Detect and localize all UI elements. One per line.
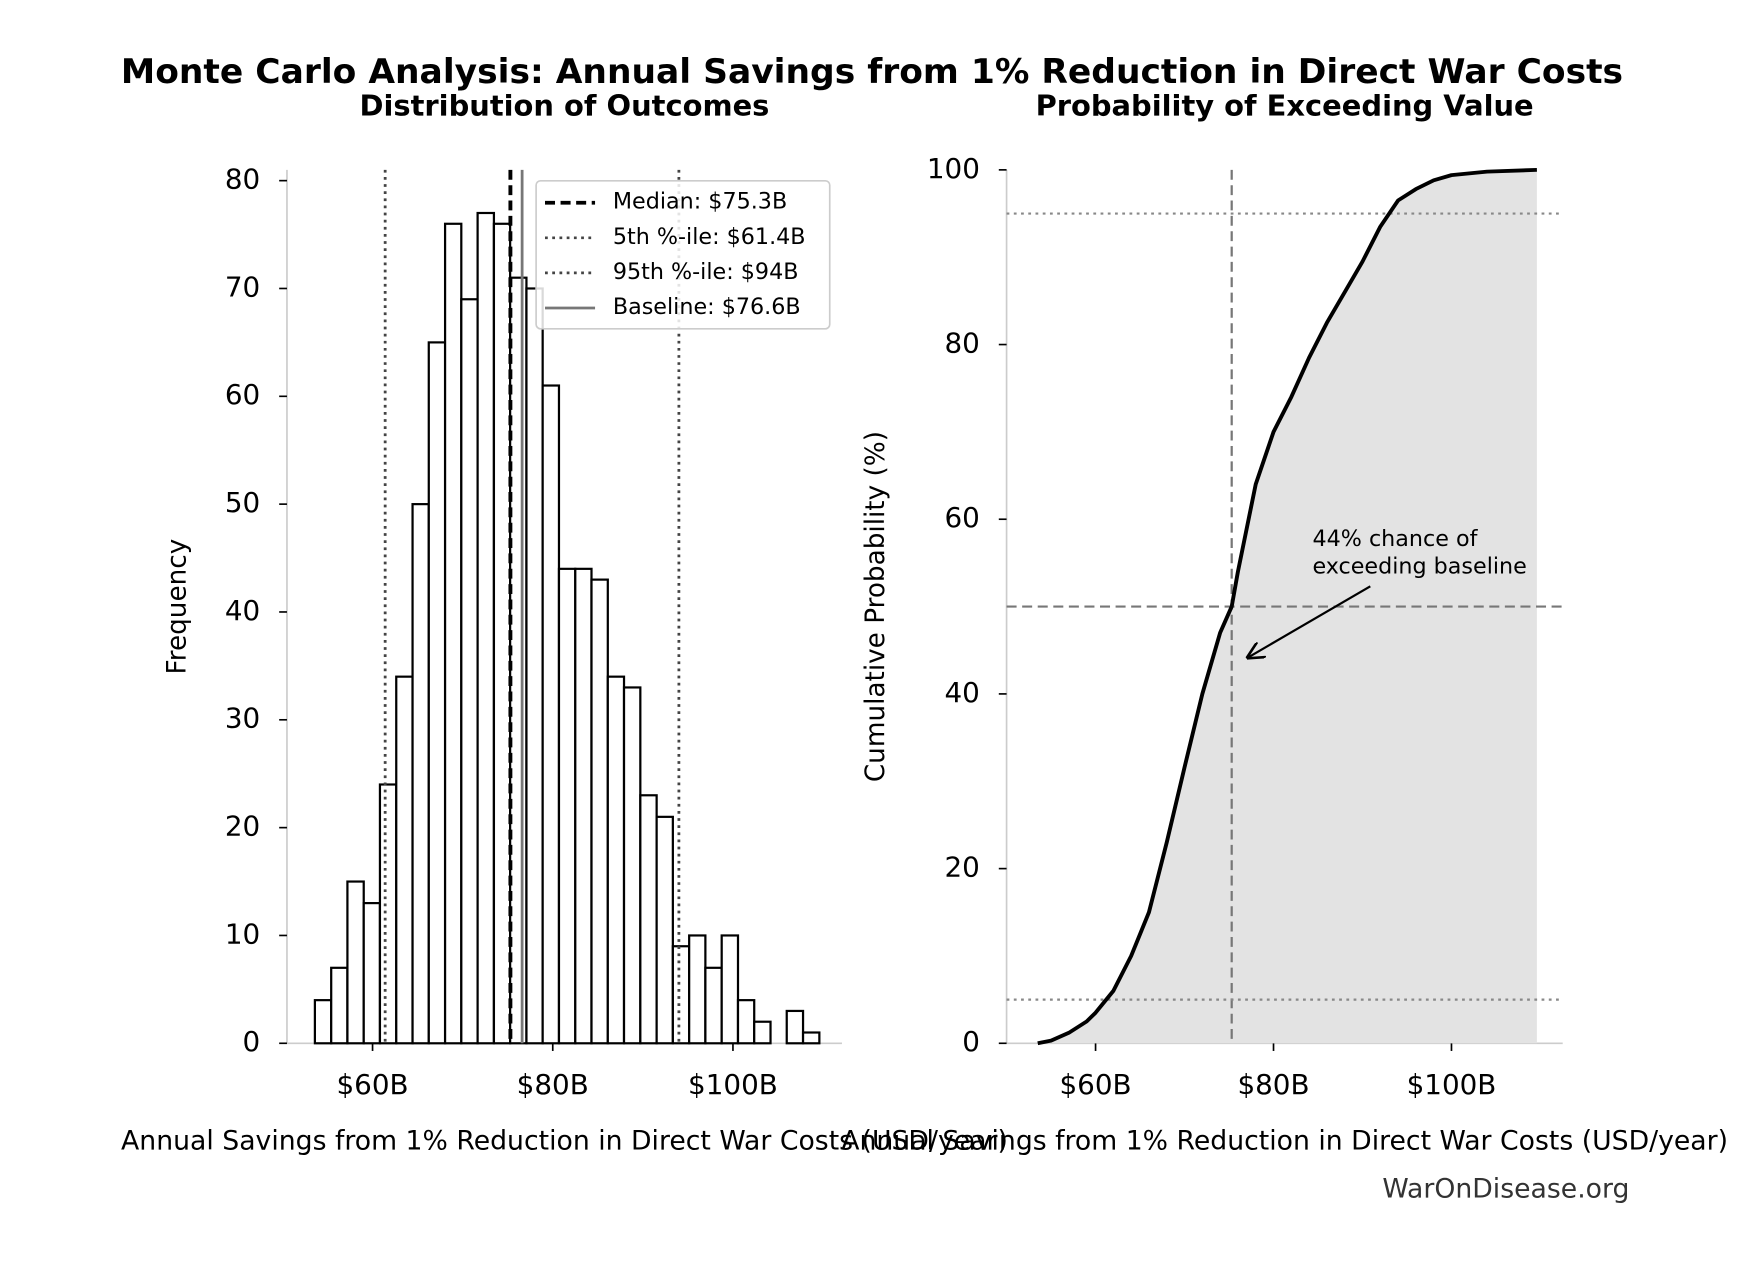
bar: [460, 298, 479, 1045]
bar: [590, 578, 609, 1045]
bar: [801, 1031, 821, 1045]
bar: [525, 287, 544, 1045]
bar: [574, 567, 593, 1045]
bar: [362, 902, 382, 1045]
bar: [557, 567, 577, 1045]
bar: [655, 815, 674, 1045]
y-axis-label: Frequency: [161, 539, 192, 675]
bar: [541, 384, 561, 1045]
bar: [330, 966, 349, 1045]
y-tick-label: 0: [962, 1025, 980, 1058]
source: WarOnDisease.org: [1382, 1174, 1629, 1205]
annotation: exceeding baseline: [1312, 555, 1526, 580]
legend: Median: $75.3B 5th %-ile: $61.4B 95th %-il…: [535, 179, 831, 330]
x-tick-label: $60B: [336, 1068, 408, 1101]
cdf-line: [1037, 167, 1537, 1046]
legend-label: Baseline: $76.6B: [613, 295, 801, 320]
y-tick-label: 20: [945, 851, 980, 884]
y-tick-label: 70: [225, 271, 260, 304]
subplot-title: Probability of Exceeding Value: [1036, 89, 1534, 123]
bar: [688, 934, 707, 1045]
x-tick-label: $80B: [1237, 1068, 1309, 1101]
legend-label: Median: $75.3B: [613, 190, 787, 215]
legend-label: 5th %-ile: $61.4B: [613, 225, 806, 250]
bar: [492, 222, 512, 1045]
y-axis-label: Cumulative Probability (%): [860, 431, 891, 782]
bar: [639, 794, 658, 1045]
annotation: 44% chance of: [1312, 527, 1478, 552]
bar: [476, 211, 496, 1045]
bar: [753, 1020, 772, 1045]
bar: [427, 341, 447, 1045]
y-tick-label: 10: [225, 918, 260, 951]
x-axis-label: Annual Savings from 1% Reduction in Dire…: [841, 1126, 1728, 1157]
y-tick-label: 50: [225, 486, 260, 519]
y-tick-label: 40: [945, 676, 980, 709]
bar: [720, 934, 740, 1045]
y-tick-label: 60: [225, 378, 260, 411]
y-tick-label: 80: [225, 163, 260, 196]
bar: [606, 675, 626, 1045]
y-tick-label: 20: [225, 810, 260, 843]
y-tick-label: 100: [927, 152, 980, 185]
bar: [509, 276, 528, 1045]
bar: [395, 675, 414, 1045]
legend-box: [535, 179, 831, 330]
y-tick-label: 60: [945, 501, 980, 534]
bar: [443, 222, 463, 1045]
figure-title: Monte Carlo Analysis: Annual Savings fro…: [121, 52, 1623, 92]
x-tick-label: $100B: [1407, 1068, 1497, 1101]
x-tick-label: $60B: [1059, 1068, 1131, 1101]
bar: [622, 686, 642, 1045]
x-tick-label: $80B: [517, 1068, 589, 1101]
x-tick-label: $100B: [688, 1068, 778, 1101]
bar: [313, 999, 333, 1045]
bar: [346, 880, 365, 1045]
bar: [378, 783, 398, 1045]
subplot-title: Distribution of Outcomes: [360, 89, 770, 123]
legend-label: 95th %-ile: $94B: [613, 260, 799, 285]
x-axis-label: Annual Savings from 1% Reduction in Dire…: [121, 1126, 1008, 1157]
y-tick-label: 30: [225, 702, 260, 735]
bar: [785, 1009, 805, 1045]
y-tick-label: 40: [225, 594, 260, 627]
annotation-arrow: [1248, 585, 1371, 657]
bar: [736, 999, 756, 1045]
bar: [411, 503, 430, 1045]
y-tick-label: 0: [243, 1025, 261, 1058]
bar: [704, 966, 723, 1045]
bar: [671, 945, 691, 1045]
y-tick-label: 80: [945, 327, 980, 360]
